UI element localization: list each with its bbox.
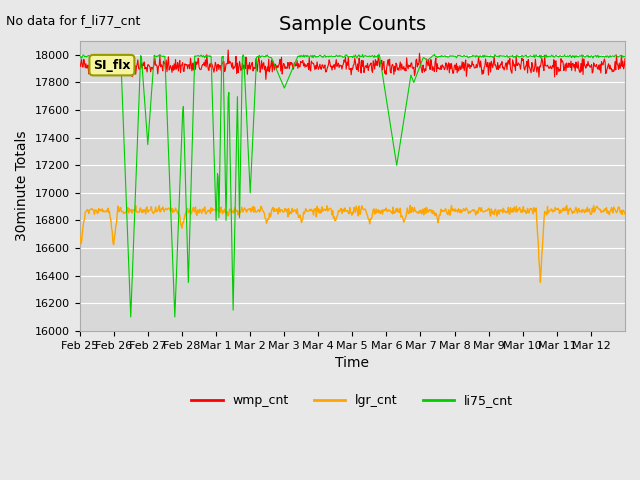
X-axis label: Time: Time: [335, 356, 369, 370]
Title: Sample Counts: Sample Counts: [278, 15, 426, 34]
Text: SI_flx: SI_flx: [93, 59, 131, 72]
Y-axis label: 30minute Totals: 30minute Totals: [15, 131, 29, 241]
Legend: wmp_cnt, lgr_cnt, li75_cnt: wmp_cnt, lgr_cnt, li75_cnt: [186, 389, 518, 412]
Text: No data for f_li77_cnt: No data for f_li77_cnt: [6, 14, 141, 27]
